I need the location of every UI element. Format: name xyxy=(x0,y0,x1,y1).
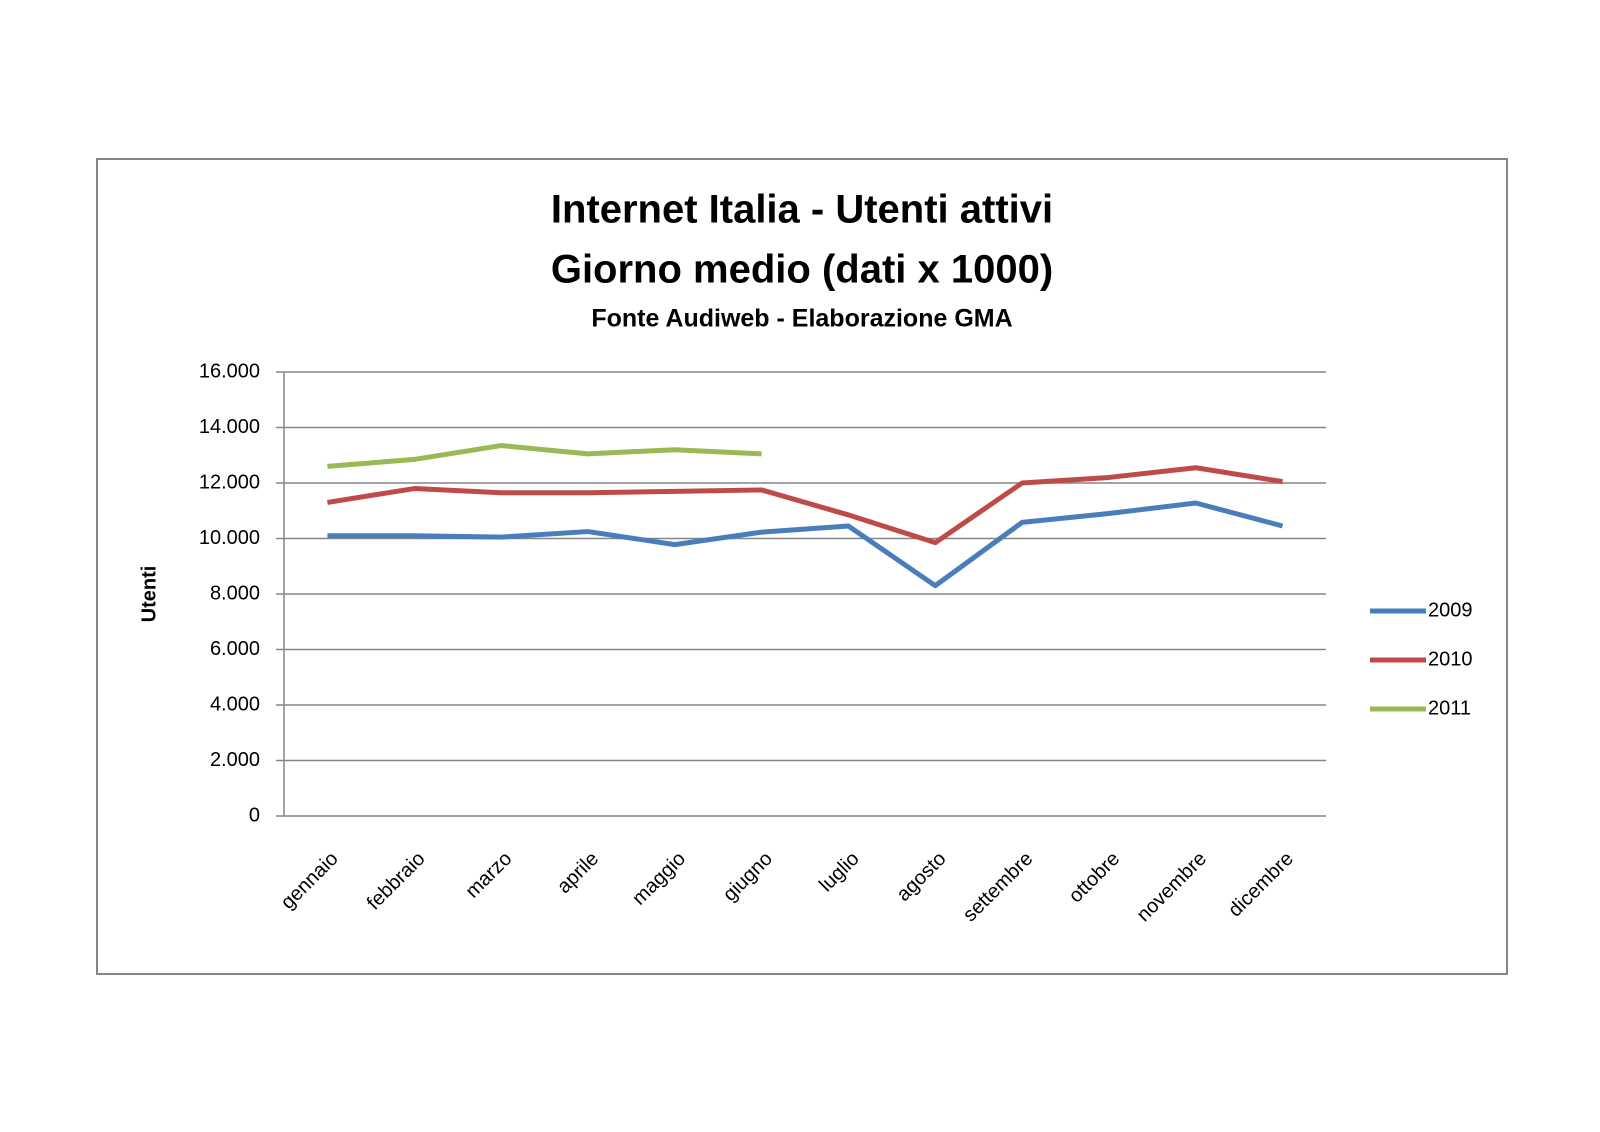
chart-frame xyxy=(96,158,1508,975)
y-tick-label: 10.000 xyxy=(199,527,260,549)
y-tick-label: 12.000 xyxy=(199,471,260,493)
chart-title: Internet Italia - Utenti attivi xyxy=(551,188,1053,232)
series-line xyxy=(327,500,1284,589)
series-line xyxy=(327,443,762,469)
y-tick-label: 4.000 xyxy=(210,693,260,715)
y-tick-label: 6.000 xyxy=(210,638,260,660)
chart-title: Giorno medio (dati x 1000) xyxy=(551,248,1053,292)
series-line xyxy=(327,465,1283,546)
y-tick-label: 2.000 xyxy=(210,749,260,771)
y-tick-label: 0 xyxy=(249,804,260,826)
y-tick-label: 8.000 xyxy=(210,582,260,604)
y-tick-label: 14.000 xyxy=(199,416,260,438)
legend-label: 2010 xyxy=(1428,648,1473,670)
chart-subtitle: Fonte Audiweb - Elaborazione GMA xyxy=(591,305,1012,333)
legend-label: 2009 xyxy=(1428,599,1473,621)
legend-label: 2011 xyxy=(1428,697,1471,719)
y-tick-label: 16.000 xyxy=(199,360,260,382)
y-axis-label: Utenti xyxy=(138,566,160,623)
